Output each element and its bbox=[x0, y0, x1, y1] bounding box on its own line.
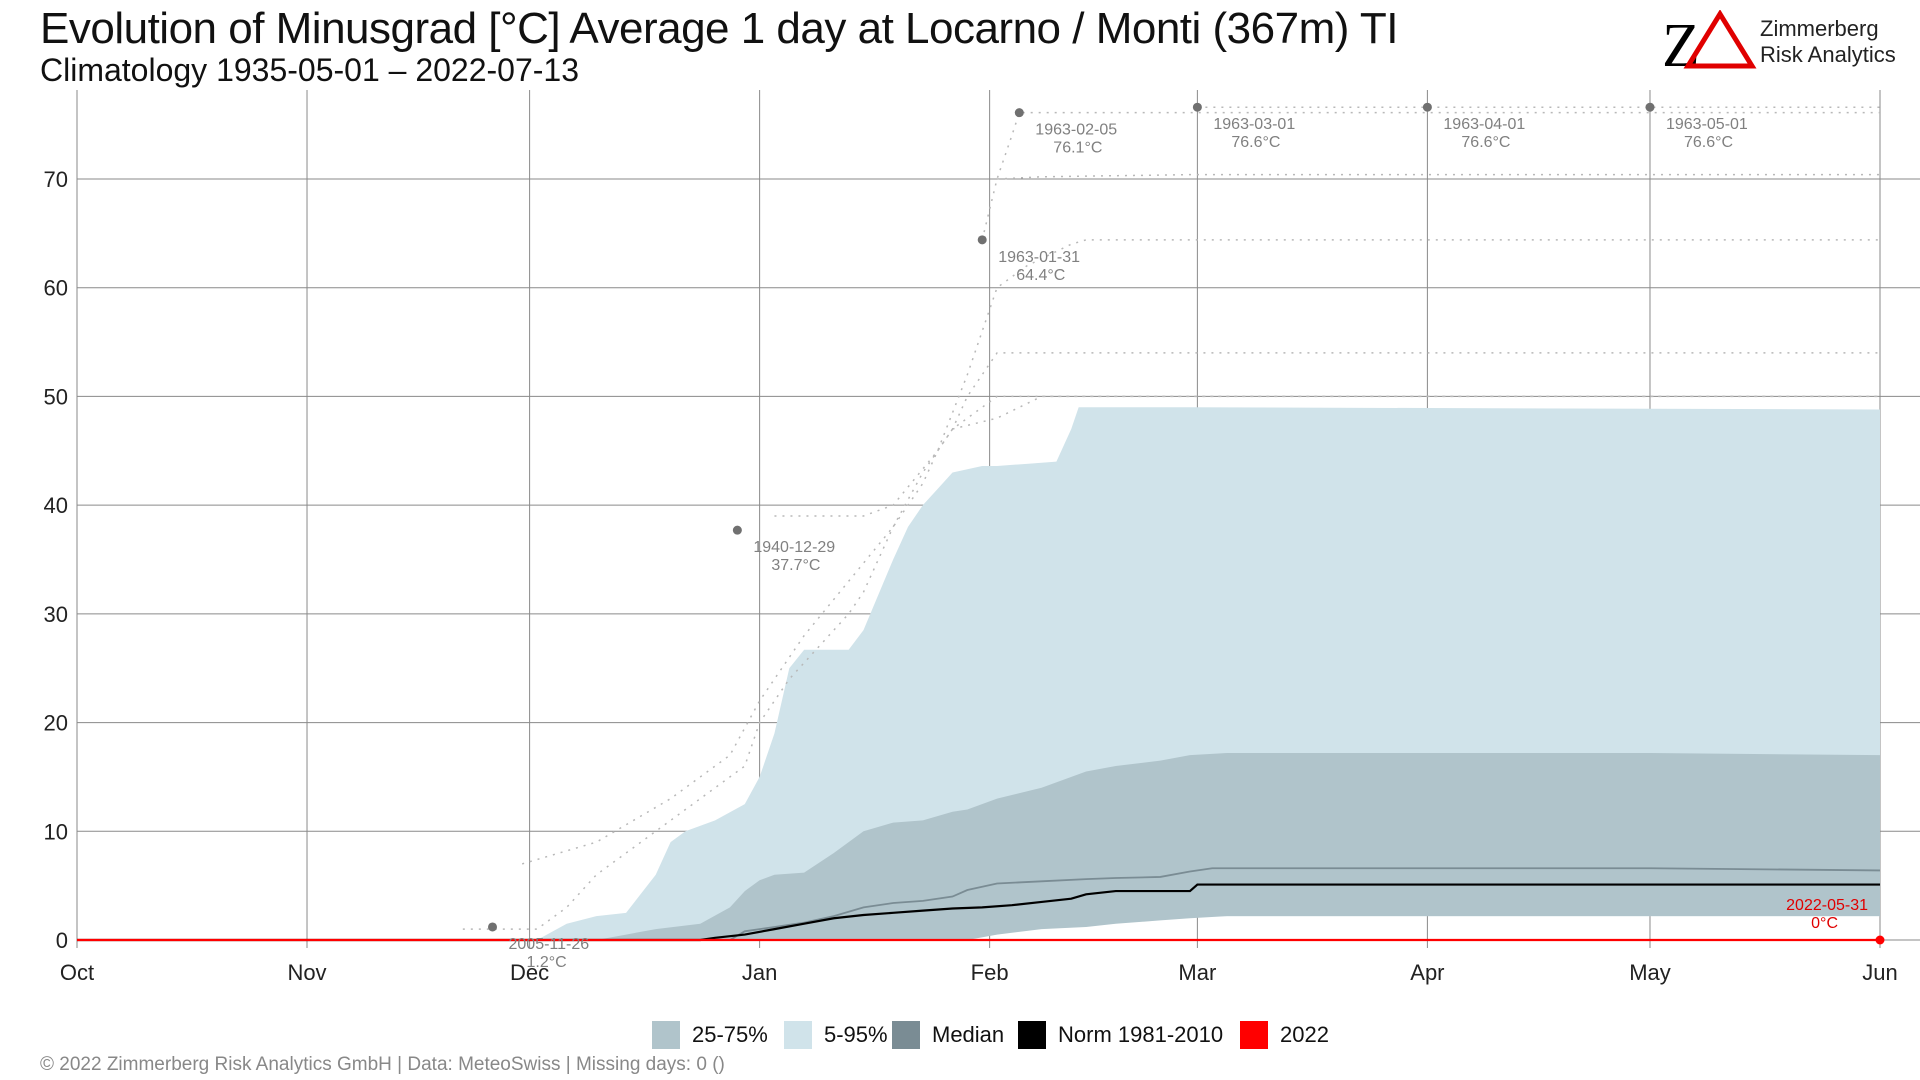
y-tick-label: 40 bbox=[44, 493, 68, 518]
y-tick-label: 10 bbox=[44, 819, 68, 844]
record-value-label: 76.6°C bbox=[1684, 134, 1733, 151]
x-tick-label: Apr bbox=[1410, 960, 1444, 985]
chart-subtitle: Climatology 1935-05-01 – 2022-07-13 bbox=[40, 52, 580, 88]
record-point bbox=[1014, 108, 1024, 118]
line-median bbox=[77, 867, 1881, 941]
record-trail bbox=[981, 111, 1880, 241]
record-value-label: 76.1°C bbox=[1053, 140, 1102, 157]
record-value-label: 76.6°C bbox=[1231, 134, 1280, 151]
y-tick-label: 60 bbox=[44, 276, 68, 301]
x-tick-label: Oct bbox=[60, 960, 94, 985]
record-trail bbox=[774, 239, 1880, 517]
record-date-label: 1963-05-01 bbox=[1666, 116, 1748, 133]
record-point bbox=[977, 235, 987, 245]
y-tick-label: 0 bbox=[56, 928, 68, 953]
record-date-label: 1963-02-05 bbox=[1035, 122, 1117, 139]
x-tick-label: Mar bbox=[1178, 960, 1216, 985]
y-tick-label: 30 bbox=[44, 602, 68, 627]
footer-credits: © 2022 Zimmerberg Risk Analytics GmbH | … bbox=[40, 1054, 725, 1075]
legend-swatch bbox=[1240, 1021, 1268, 1049]
legend-label: Median bbox=[932, 1022, 1005, 1047]
legend-swatch bbox=[1018, 1021, 1046, 1049]
x-tick-label: Jun bbox=[1862, 960, 1897, 985]
logo-text: Zimmerberg Risk Analytics bbox=[1760, 16, 1896, 68]
y-tick-label: 70 bbox=[44, 167, 68, 192]
za-logo-icon: Z bbox=[1662, 10, 1757, 72]
record-point bbox=[732, 525, 742, 535]
legend: 25-75% 5-95% Median Norm 1981-2010 2022 bbox=[0, 1018, 1920, 1052]
record-trail bbox=[521, 352, 1880, 865]
x-tick-label: Feb bbox=[971, 960, 1009, 985]
record-value-label: 37.7°C bbox=[771, 557, 820, 574]
chart-area: 0 10 20 30 40 50 60 70 Oct Nov Dec Jan Feb Mar Apr May J… bbox=[44, 90, 1920, 985]
band-25-75pct bbox=[77, 753, 1880, 940]
x-tick-label: Dec bbox=[510, 960, 549, 985]
record-point bbox=[1422, 102, 1432, 112]
legend-label: 5-95% bbox=[824, 1022, 888, 1047]
logo-line-2: Risk Analytics bbox=[1760, 42, 1896, 67]
record-date-label: 2005-11-26 bbox=[509, 936, 590, 953]
record-point bbox=[1192, 102, 1202, 112]
x-tick-label: Jan bbox=[742, 960, 777, 985]
x-tick-label: May bbox=[1629, 960, 1671, 985]
record-value-label: 0°C bbox=[1811, 915, 1838, 932]
chart-title: Evolution of Minusgrad [°C] Average 1 da… bbox=[40, 4, 1398, 53]
record-value-label: 64.4°C bbox=[1016, 267, 1065, 284]
y-tick-label: 20 bbox=[44, 711, 68, 736]
record-point bbox=[488, 922, 498, 932]
record-date-label: 1963-01-31 bbox=[998, 249, 1080, 266]
legend-swatch bbox=[784, 1021, 812, 1049]
record-date-label: 1963-04-01 bbox=[1443, 116, 1525, 133]
record-trail bbox=[462, 395, 1880, 930]
line-norm-1981-2010 bbox=[77, 883, 1880, 942]
record-value-label: 76.6°C bbox=[1461, 134, 1510, 151]
svg-text:Z: Z bbox=[1662, 12, 1700, 72]
record-trail bbox=[997, 173, 1880, 180]
logo-line-1: Zimmerberg bbox=[1760, 16, 1879, 41]
legend-label: 25-75% bbox=[692, 1022, 768, 1047]
company-logo: Z Zimmerberg Risk Analytics bbox=[1660, 10, 1900, 80]
record-date-label: 1963-03-01 bbox=[1213, 116, 1295, 133]
record-point bbox=[1875, 935, 1885, 945]
record-date-label: 1940-12-29 bbox=[753, 539, 835, 556]
y-tick-label: 50 bbox=[44, 384, 68, 409]
record-point bbox=[1645, 102, 1655, 112]
legend-swatch bbox=[652, 1021, 680, 1049]
legend-swatch bbox=[892, 1021, 920, 1049]
x-tick-label: Nov bbox=[287, 960, 326, 985]
record-value-label: 1.2°C bbox=[527, 954, 567, 971]
record-date-label: 2022-05-31 bbox=[1786, 897, 1868, 914]
legend-label: 2022 bbox=[1280, 1022, 1329, 1047]
legend-label: Norm 1981-2010 bbox=[1058, 1022, 1224, 1047]
